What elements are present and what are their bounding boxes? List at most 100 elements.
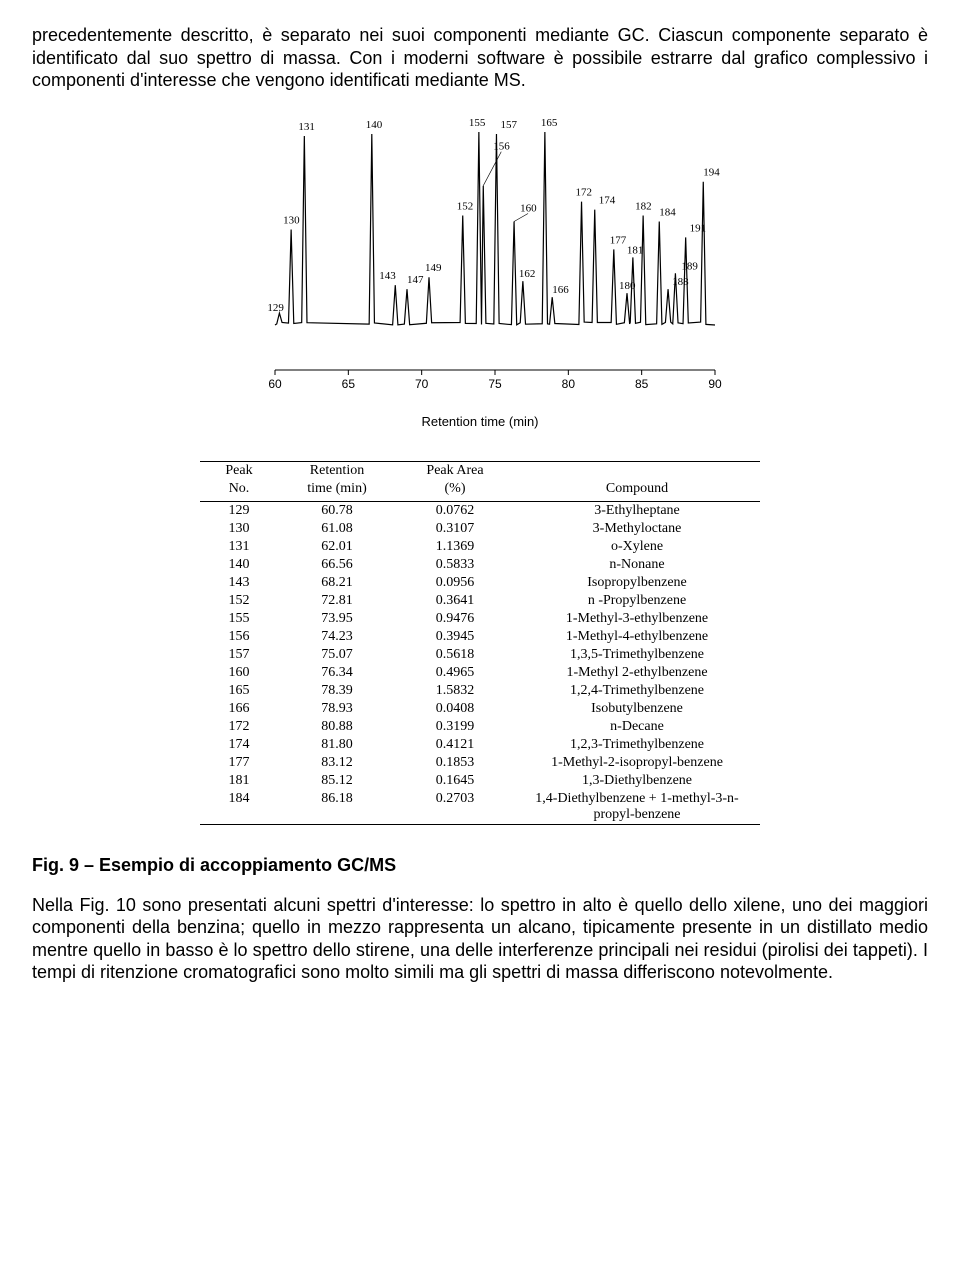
table-cell: 129 [200, 501, 278, 520]
svg-text:162: 162 [519, 268, 536, 280]
th-retention-2: time (min) [278, 480, 396, 502]
th-peak-2: No. [200, 480, 278, 502]
svg-text:60: 60 [268, 377, 282, 391]
table-cell: 83.12 [278, 754, 396, 772]
svg-text:147: 147 [407, 274, 424, 286]
table-cell: o-Xylene [514, 538, 760, 556]
table-row: 17280.880.3199n-Decane [200, 718, 760, 736]
th-peak: Peak [200, 461, 278, 480]
table-cell: 152 [200, 592, 278, 610]
table-cell: 75.07 [278, 646, 396, 664]
svg-text:140: 140 [366, 118, 383, 130]
table-cell: 155 [200, 610, 278, 628]
svg-text:130: 130 [283, 214, 300, 226]
table-cell: n-Decane [514, 718, 760, 736]
peak-table: Peak Retention Peak Area No. time (min) … [200, 461, 760, 825]
table-cell: 72.81 [278, 592, 396, 610]
table-cell: 1-Methyl-4-ethylbenzene [514, 628, 760, 646]
table-cell: 1-Methyl-2-isopropyl-benzene [514, 754, 760, 772]
svg-text:75: 75 [488, 377, 502, 391]
svg-text:184: 184 [659, 206, 676, 218]
table-row: 14368.210.0956Isopropylbenzene [200, 574, 760, 592]
table-cell: 0.0762 [396, 501, 514, 520]
table-cell: Isobutylbenzene [514, 700, 760, 718]
th-retention: Retention [278, 461, 396, 480]
table-row: 13162.011.1369o-Xylene [200, 538, 760, 556]
table-row: 15775.070.56181,3,5-Trimethylbenzene [200, 646, 760, 664]
table-row: 16578.391.58321,2,4-Trimethylbenzene [200, 682, 760, 700]
table-row: 16678.930.0408Isobutylbenzene [200, 700, 760, 718]
svg-text:172: 172 [576, 186, 593, 198]
table-cell: 184 [200, 790, 278, 825]
table-cell: n -Propylbenzene [514, 592, 760, 610]
table-cell: 78.39 [278, 682, 396, 700]
closing-paragraph: Nella Fig. 10 sono presentati alcuni spe… [32, 894, 928, 984]
table-row: 14066.560.5833n-Nonane [200, 556, 760, 574]
th-compound-2: Compound [514, 480, 760, 502]
table-cell: 68.21 [278, 574, 396, 592]
table-cell: 1,3-Diethylbenzene [514, 772, 760, 790]
figure-9: 6065707580859012913013114014314714915215… [32, 110, 928, 825]
table-row: 15573.950.94761-Methyl-3-ethylbenzene [200, 610, 760, 628]
svg-text:181: 181 [627, 244, 644, 256]
table-cell: 0.4121 [396, 736, 514, 754]
svg-text:191: 191 [690, 222, 707, 234]
table-cell: 60.78 [278, 501, 396, 520]
table-row: 16076.340.49651-Methyl 2-ethylbenzene [200, 664, 760, 682]
chromatogram-svg: 6065707580859012913013114014314714915215… [220, 110, 740, 410]
table-cell: 1,3,5-Trimethylbenzene [514, 646, 760, 664]
table-cell: 0.9476 [396, 610, 514, 628]
svg-text:166: 166 [552, 284, 569, 296]
table-row: 15674.230.39451-Methyl-4-ethylbenzene [200, 628, 760, 646]
svg-text:149: 149 [425, 262, 442, 274]
table-cell: 1,2,4-Trimethylbenzene [514, 682, 760, 700]
chromatogram-chart: 6065707580859012913013114014314714915215… [220, 110, 740, 429]
svg-text:90: 90 [708, 377, 722, 391]
table-row: 17783.120.18531-Methyl-2-isopropyl-benze… [200, 754, 760, 772]
table-cell: 1-Methyl 2-ethylbenzene [514, 664, 760, 682]
svg-text:156: 156 [493, 140, 510, 152]
table-cell: 0.1853 [396, 754, 514, 772]
table-cell: 156 [200, 628, 278, 646]
table-cell: 76.34 [278, 664, 396, 682]
svg-text:70: 70 [415, 377, 429, 391]
table-cell: 0.0408 [396, 700, 514, 718]
table-cell: 66.56 [278, 556, 396, 574]
table-row: 18486.180.27031,4-Diethylbenzene + 1-met… [200, 790, 760, 825]
table-cell: 1.1369 [396, 538, 514, 556]
table-cell: 0.5618 [396, 646, 514, 664]
figure-caption: Fig. 9 – Esempio di accoppiamento GC/MS [32, 855, 928, 876]
th-compound [514, 461, 760, 480]
table-cell: 3-Methyloctane [514, 520, 760, 538]
table-cell: 86.18 [278, 790, 396, 825]
table-cell: 62.01 [278, 538, 396, 556]
table-cell: 61.08 [278, 520, 396, 538]
svg-text:180: 180 [619, 280, 636, 292]
table-cell: 0.4965 [396, 664, 514, 682]
table-cell: 177 [200, 754, 278, 772]
table-cell: 0.2703 [396, 790, 514, 825]
table-cell: Isopropylbenzene [514, 574, 760, 592]
table-cell: 73.95 [278, 610, 396, 628]
table-cell: 1.5832 [396, 682, 514, 700]
svg-text:194: 194 [703, 166, 720, 178]
table-cell: 160 [200, 664, 278, 682]
x-axis-label: Retention time (min) [220, 414, 740, 429]
table-cell: 172 [200, 718, 278, 736]
table-cell: n-Nonane [514, 556, 760, 574]
table-cell: 0.3107 [396, 520, 514, 538]
table-cell: 140 [200, 556, 278, 574]
table-cell: 130 [200, 520, 278, 538]
svg-text:152: 152 [457, 200, 474, 212]
table-cell: 0.1645 [396, 772, 514, 790]
table-row: 13061.080.31073-Methyloctane [200, 520, 760, 538]
svg-text:80: 80 [562, 377, 576, 391]
svg-text:155: 155 [469, 116, 486, 128]
table-cell: 1-Methyl-3-ethylbenzene [514, 610, 760, 628]
svg-text:129: 129 [267, 302, 284, 314]
table-cell: 174 [200, 736, 278, 754]
svg-text:143: 143 [379, 270, 396, 282]
table-cell: 1,4-Diethylbenzene + 1-methyl-3-n-propyl… [514, 790, 760, 825]
svg-text:188: 188 [672, 276, 689, 288]
intro-paragraph: precedentemente descritto, è separato ne… [32, 24, 928, 92]
